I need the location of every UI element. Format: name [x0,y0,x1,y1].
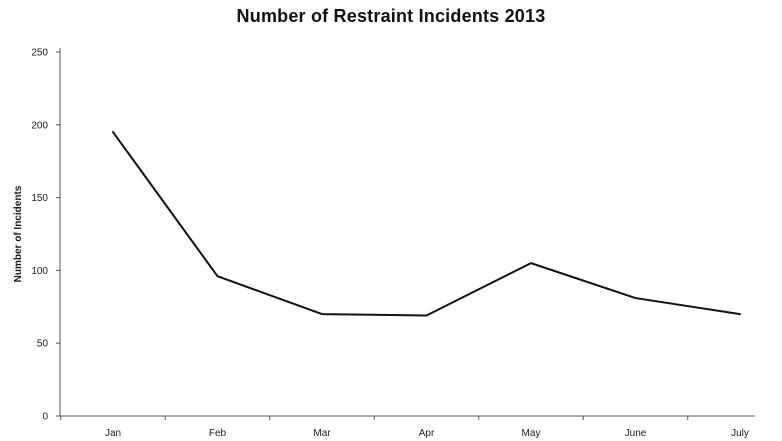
x-tick-label: May [522,428,541,439]
y-axis-label: Number of Incidents [13,185,24,282]
series-layer [112,131,741,317]
y-tick-label: 250 [31,48,48,59]
series-line [112,131,741,317]
y-tick-label: 50 [37,339,49,350]
x-tick-label: Mar [313,428,331,439]
x-tick-label: Jan [105,428,121,439]
x-tick-label: Apr [419,428,435,439]
y-tick-label: 0 [42,412,48,423]
y-tick-label: 150 [31,193,48,204]
tick-labels: 0 50 100 150 200 250 Jan Feb Mar Apr May June July [31,48,749,440]
y-tick-label: 100 [31,266,48,277]
x-tick-label: June [625,428,647,439]
x-tick-label: July [731,428,749,439]
x-tick-label: Feb [209,428,227,439]
axes [56,48,755,420]
chart-title: Number of Restraint Incidents 2013 [236,6,546,26]
y-tick-label: 200 [31,120,48,131]
